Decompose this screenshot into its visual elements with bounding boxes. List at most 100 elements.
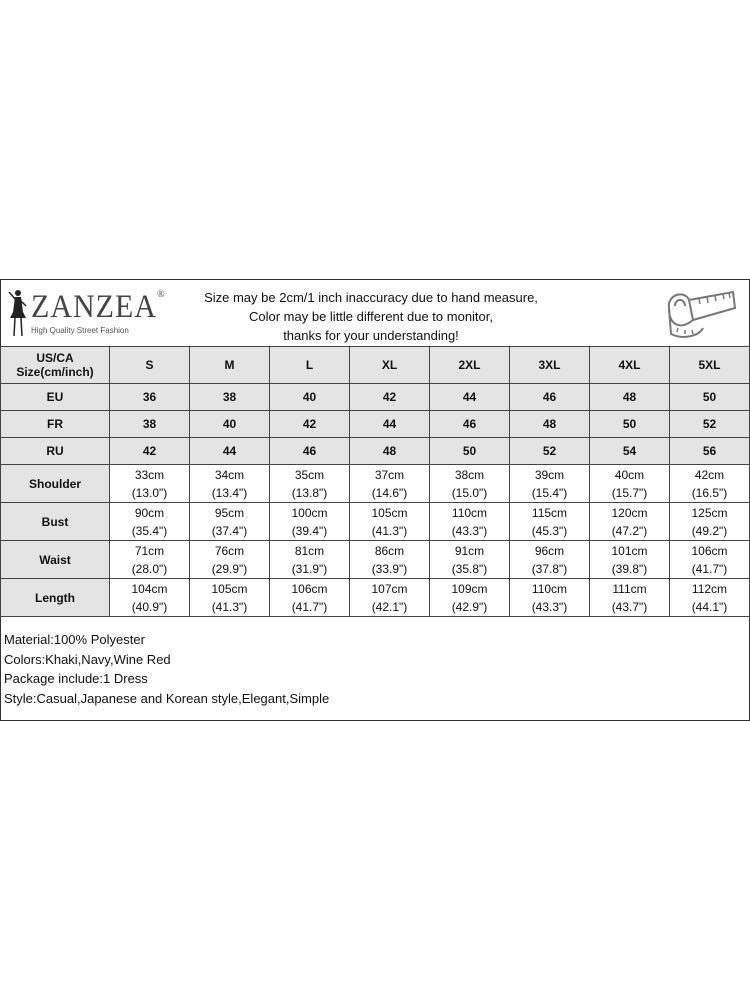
inch-value: (15.0") bbox=[451, 485, 488, 500]
size-cell: 42 bbox=[109, 437, 190, 465]
notice-line: thanks for your understanding! bbox=[283, 328, 459, 343]
cm-value: 125cm bbox=[691, 505, 728, 520]
measurement-cell: 76cm (29.9") bbox=[189, 540, 270, 579]
row-label: Bust bbox=[0, 502, 110, 541]
size-cell: 44 bbox=[429, 383, 510, 411]
inch-value: (41.7") bbox=[291, 599, 328, 614]
inch-value: (37.8") bbox=[531, 561, 568, 576]
measurement-cell: 105cm (41.3") bbox=[349, 502, 430, 541]
inch-value: (35.4") bbox=[131, 523, 168, 538]
header-label: US/CA bbox=[36, 351, 74, 365]
header-label-cell: US/CA Size(cm/inch) bbox=[0, 346, 110, 384]
measurement-cell: 115cm (45.3") bbox=[509, 502, 590, 541]
size-cell: 50 bbox=[589, 410, 670, 438]
measurement-cell: 91cm (35.8") bbox=[429, 540, 510, 579]
material-text: Material:100% Polyester bbox=[4, 632, 145, 647]
fashion-figure-logo-icon bbox=[8, 290, 27, 337]
style-text: Style:Casual,Japanese and Korean style,E… bbox=[4, 690, 330, 706]
cm-value: 91cm bbox=[454, 543, 485, 558]
row-label: RU bbox=[0, 437, 110, 465]
measurement-cell: 110cm (43.3") bbox=[429, 502, 510, 541]
inch-value: (42.9") bbox=[451, 599, 488, 614]
cm-value: 76cm bbox=[214, 543, 245, 558]
inch-value: (35.8") bbox=[451, 561, 488, 576]
measurement-cell: 100cm (39.4") bbox=[269, 502, 350, 541]
measurement-cell: 120cm (47.2") bbox=[589, 502, 670, 541]
cm-value: 100cm bbox=[291, 505, 328, 520]
size-cell: 42 bbox=[269, 410, 350, 438]
measurement-row: Bust 90cm (35.4") 95cm (37.4") 100cm (39.4") 10… bbox=[0, 502, 750, 541]
cm-value: 34cm bbox=[214, 467, 245, 482]
measurement-cell: 110cm (43.3") bbox=[509, 578, 590, 617]
size-row: EU 36 38 40 42 44 46 48 50 bbox=[0, 383, 750, 411]
cm-value: 39cm bbox=[534, 467, 565, 482]
inch-value: (44.1") bbox=[691, 599, 728, 614]
size-cell: 48 bbox=[509, 410, 590, 438]
chart-header: ZANZEA® High Quality Street Fashion Size… bbox=[1, 280, 749, 346]
cm-value: 111cm bbox=[612, 581, 647, 596]
inch-value: (31.9") bbox=[291, 561, 328, 576]
size-cell: 40 bbox=[189, 410, 270, 438]
cm-value: 120cm bbox=[611, 505, 648, 520]
row-label: Waist bbox=[0, 540, 110, 579]
cm-value: 90cm bbox=[134, 505, 165, 520]
size-cell: 36 bbox=[109, 383, 190, 411]
package-text: Package include:1 Dress bbox=[4, 671, 148, 686]
size-cell: 56 bbox=[669, 437, 750, 465]
cm-value: 110cm bbox=[531, 581, 568, 596]
size-cell: 46 bbox=[509, 383, 590, 411]
measurement-cell: 104cm (40.9") bbox=[109, 578, 190, 617]
cm-value: 33cm bbox=[134, 467, 165, 482]
cm-value: 95cm bbox=[214, 505, 245, 520]
cm-value: 40cm bbox=[614, 467, 645, 482]
product-info: Material:100% Polyester Colors:Khaki,Nav… bbox=[4, 630, 329, 708]
inch-value: (41.3") bbox=[211, 599, 248, 614]
cm-value: 107cm bbox=[371, 581, 408, 596]
measurement-cell: 106cm (41.7") bbox=[269, 578, 350, 617]
cm-value: 35cm bbox=[294, 467, 325, 482]
inch-value: (37.4") bbox=[211, 523, 248, 538]
measurement-cell: 81cm (31.9") bbox=[269, 540, 350, 579]
size-row: FR 38 40 42 44 46 48 50 52 bbox=[0, 410, 750, 438]
measurement-notice: Size may be 2cm/1 inch inaccuracy due to… bbox=[151, 288, 591, 345]
cm-value: 106cm bbox=[291, 581, 328, 596]
inch-value: (28.0") bbox=[131, 561, 168, 576]
size-header-cell: L bbox=[269, 346, 350, 384]
size-cell: 50 bbox=[669, 383, 750, 411]
size-header-cell: 5XL bbox=[669, 346, 750, 384]
cm-value: 42cm bbox=[694, 467, 725, 482]
measurement-cell: 37cm (14.6") bbox=[349, 464, 430, 503]
notice-line: Color may be little different due to mon… bbox=[249, 309, 493, 324]
measurement-cell: 125cm (49.2") bbox=[669, 502, 750, 541]
inch-value: (39.4") bbox=[291, 523, 328, 538]
cm-value: 81cm bbox=[294, 543, 325, 558]
inch-value: (15.7") bbox=[611, 485, 648, 500]
row-label: Shoulder bbox=[0, 464, 110, 503]
measurement-cell: 35cm (13.8") bbox=[269, 464, 350, 503]
measurement-cell: 109cm (42.9") bbox=[429, 578, 510, 617]
inch-value: (41.7") bbox=[691, 561, 728, 576]
size-cell: 48 bbox=[349, 437, 430, 465]
cm-value: 109cm bbox=[451, 581, 488, 596]
row-label: Length bbox=[0, 578, 110, 617]
size-header-cell: 3XL bbox=[509, 346, 590, 384]
row-label: EU bbox=[0, 383, 110, 411]
inch-value: (15.4") bbox=[531, 485, 568, 500]
inch-value: (43.3") bbox=[531, 599, 568, 614]
measurement-cell: 96cm (37.8") bbox=[509, 540, 590, 579]
measurement-cell: 106cm (41.7") bbox=[669, 540, 750, 579]
measurement-row: Length 104cm (40.9") 105cm (41.3") 106cm (41.7… bbox=[0, 578, 750, 617]
inch-value: (49.2") bbox=[691, 523, 728, 538]
measurement-cell: 105cm (41.3") bbox=[189, 578, 270, 617]
cm-value: 105cm bbox=[371, 505, 408, 520]
inch-value: (16.5") bbox=[691, 485, 728, 500]
measurement-cell: 112cm (44.1") bbox=[669, 578, 750, 617]
inch-value: (13.8") bbox=[291, 485, 328, 500]
size-header-cell: M bbox=[189, 346, 270, 384]
size-header-cell: XL bbox=[349, 346, 430, 384]
inch-value: (42.1") bbox=[371, 599, 408, 614]
cm-value: 105cm bbox=[211, 581, 248, 596]
inch-value: (14.6") bbox=[371, 485, 408, 500]
inch-value: (13.0") bbox=[131, 485, 168, 500]
colors-text: Colors:Khaki,Navy,Wine Red bbox=[4, 651, 171, 667]
